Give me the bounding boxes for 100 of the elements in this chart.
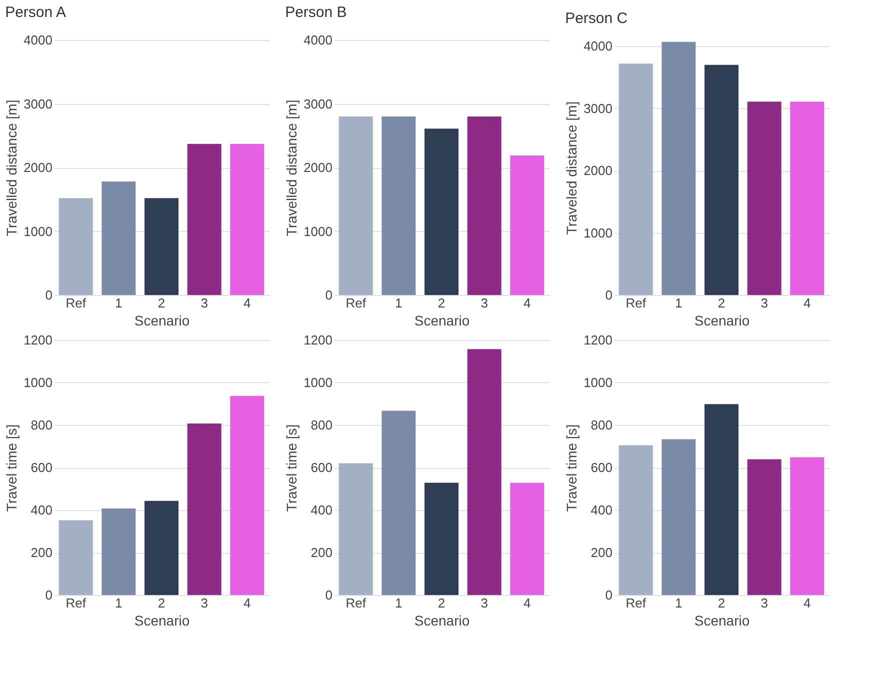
x-axis-title: Scenario: [134, 612, 190, 628]
bar: [338, 463, 373, 595]
bar: [618, 64, 653, 295]
y-tick-label: 0: [605, 588, 612, 602]
y-tick-label: 0: [45, 288, 52, 302]
x-tick-label: 4: [804, 296, 811, 310]
bar: [187, 144, 222, 295]
bar: [58, 198, 93, 295]
x-axis-title: Scenario: [414, 612, 470, 628]
bar: [510, 482, 544, 595]
bar: [467, 116, 502, 295]
x-tick-label: Ref: [626, 296, 646, 310]
x-tick-label: 1: [115, 296, 122, 310]
y-tick-label: 0: [325, 588, 332, 602]
bar: [424, 128, 458, 295]
y-tick-label: 200: [310, 545, 332, 560]
x-tick-label: 1: [395, 296, 402, 310]
y-axis-title: Travel time [s]: [564, 424, 580, 512]
bar: [704, 404, 738, 595]
x-tick-label: 4: [524, 596, 531, 610]
bar: [58, 520, 93, 595]
x-tick-label: 4: [244, 596, 251, 610]
y-tick-label: 2000: [584, 163, 612, 178]
y-tick-label: 2000: [24, 160, 52, 175]
x-tick-label: 2: [158, 296, 166, 310]
bar: [338, 116, 373, 295]
x-tick-label: Ref: [66, 296, 86, 310]
y-tick-label: 600: [590, 460, 612, 475]
bar: [790, 457, 824, 595]
x-tick-label: 3: [760, 296, 768, 310]
x-tick-label: 3: [200, 296, 208, 310]
x-tick-label: 3: [480, 296, 488, 310]
bar: [144, 500, 178, 595]
y-tick-label: 200: [590, 545, 612, 560]
bar: [230, 396, 264, 595]
x-axis-title: Scenario: [694, 612, 750, 628]
y-tick-label: 0: [605, 288, 612, 302]
y-tick-label: 4000: [584, 38, 612, 54]
x-tick-label: Ref: [346, 296, 366, 310]
bar: [790, 102, 824, 295]
x-tick-label: 1: [395, 596, 402, 610]
y-axis-title: Travel time [s]: [284, 424, 300, 512]
bar: [382, 410, 416, 595]
y-tick-label: 4000: [304, 32, 332, 48]
y-tick-label: 1000: [24, 375, 52, 390]
y-axis-title: Traveled distance [m]: [564, 101, 580, 235]
y-tick-label: 1200: [304, 332, 332, 348]
bar: [144, 198, 178, 295]
x-tick-label: 3: [480, 596, 488, 610]
bar: [102, 182, 136, 295]
y-tick-label: 3000: [24, 96, 52, 112]
y-tick-label: 400: [590, 502, 612, 518]
bar: [187, 424, 222, 595]
y-tick-label: 1200: [584, 332, 612, 348]
bar: [618, 445, 653, 595]
y-tick-label: 0: [45, 588, 52, 602]
y-axis-title: Travel time [s]: [4, 424, 20, 512]
y-tick-label: 600: [310, 460, 332, 475]
y-tick-label: 800: [310, 418, 332, 432]
y-tick-label: 1000: [304, 375, 332, 390]
bar: [467, 349, 502, 595]
x-tick-label: 3: [760, 596, 768, 610]
bar: [747, 459, 782, 595]
bar: [230, 144, 264, 295]
x-tick-label: 1: [675, 596, 682, 610]
y-tick-label: 1000: [584, 225, 612, 240]
y-tick-label: 800: [590, 418, 612, 432]
y-tick-label: 4000: [24, 32, 52, 48]
chart-title: Person B: [285, 4, 347, 21]
bar: [704, 64, 738, 295]
x-tick-label: 2: [438, 296, 446, 310]
x-tick-label: 2: [718, 596, 726, 610]
x-tick-label: 2: [438, 596, 446, 610]
x-axis-title: Scenario: [414, 312, 470, 328]
x-tick-label: Ref: [626, 596, 646, 610]
y-tick-label: 800: [30, 418, 52, 432]
y-tick-label: 1000: [24, 224, 52, 239]
x-tick-label: 4: [524, 296, 531, 310]
bar: [662, 42, 696, 295]
bar: [662, 439, 696, 595]
chart-title: Person A: [5, 4, 66, 21]
x-tick-label: 3: [200, 596, 208, 610]
bar: [747, 102, 782, 295]
x-tick-label: 1: [115, 596, 122, 610]
y-tick-label: 1000: [584, 375, 612, 390]
y-tick-label: 600: [30, 460, 52, 475]
x-tick-label: 2: [718, 296, 726, 310]
y-tick-label: 0: [325, 288, 332, 302]
y-axis-title: Travelled distance [m]: [4, 100, 20, 236]
y-tick-label: 3000: [584, 100, 612, 116]
bar: [102, 508, 136, 595]
x-tick-label: 4: [244, 296, 251, 310]
y-tick-label: 400: [30, 502, 52, 518]
y-tick-label: 1000: [304, 224, 332, 239]
y-tick-label: 2000: [304, 160, 332, 175]
bar: [510, 155, 544, 295]
y-tick-label: 400: [310, 502, 332, 518]
y-axis-title: Travelled distance [m]: [284, 100, 300, 236]
bar: [424, 482, 458, 595]
x-axis-title: Scenario: [694, 312, 750, 328]
